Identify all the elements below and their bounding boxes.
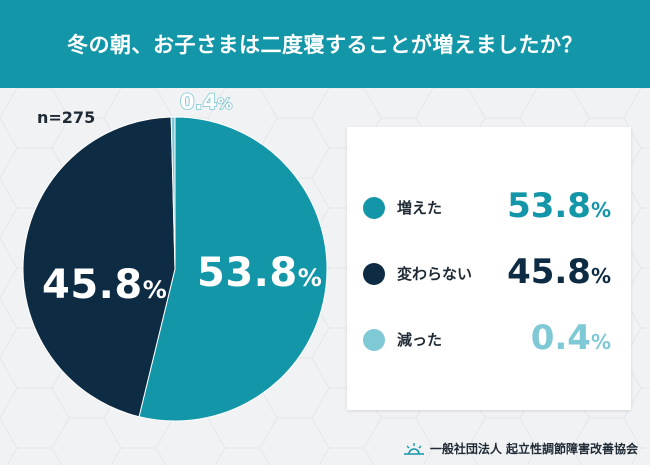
- pie-unit-increased: %: [297, 264, 323, 292]
- legend-unit-increased: %: [590, 198, 611, 222]
- pie-chart: [22, 116, 328, 422]
- pie-label-decreased: 0.4%: [179, 89, 233, 115]
- legend-number-unchanged: 45.8: [507, 252, 591, 292]
- legend-label-unchanged: 変わらない: [397, 265, 473, 283]
- legend-swatch-increased: [363, 197, 385, 219]
- pie-unit-decreased: %: [216, 94, 233, 114]
- legend-item-decreased: 減った 0.4%: [347, 316, 631, 366]
- footer-credit: 一般社団法人 起立性調節障害改善協会: [403, 440, 638, 457]
- legend-value-decreased: 0.4%: [531, 318, 611, 358]
- sample-size-label: n=275: [37, 108, 96, 127]
- pie-slice-increased: [138, 116, 328, 422]
- legend-value-unchanged: 45.8%: [507, 252, 611, 292]
- legend-swatch-unchanged: [363, 263, 385, 285]
- legend-unit-decreased: %: [590, 330, 611, 354]
- sunrise-icon: [403, 442, 424, 455]
- legend-number-increased: 53.8: [507, 186, 591, 226]
- pie-slice-decreased: [170, 116, 176, 270]
- pie-value-decreased: 0.4: [179, 89, 218, 115]
- pie-unit-unchanged: %: [142, 276, 168, 304]
- pie-label-increased: 53.8%: [197, 250, 322, 296]
- legend: 増えた 53.8% 変わらない 45.8% 減った 0.4%: [347, 127, 631, 410]
- pie-value-unchanged: 45.8: [42, 262, 143, 308]
- page-title: 冬の朝、お子さまは二度寝することが増えましたか？: [67, 33, 583, 57]
- header-banner: 冬の朝、お子さまは二度寝することが増えましたか？: [0, 0, 650, 88]
- pie-value-increased: 53.8: [197, 250, 298, 296]
- legend-label-decreased: 減った: [397, 331, 443, 349]
- legend-swatch-decreased: [363, 329, 385, 351]
- legend-number-decreased: 0.4: [530, 318, 591, 358]
- pie-slice-unchanged: [22, 116, 176, 418]
- footer-organization: 一般社団法人 起立性調節障害改善協会: [429, 442, 638, 456]
- legend-item-unchanged: 変わらない 45.8%: [347, 250, 631, 300]
- legend-label-increased: 増えた: [397, 199, 443, 217]
- pie-label-unchanged: 45.8%: [42, 262, 167, 308]
- legend-unit-unchanged: %: [590, 264, 611, 288]
- legend-value-increased: 53.8%: [507, 186, 611, 226]
- legend-item-increased: 増えた 53.8%: [347, 184, 631, 234]
